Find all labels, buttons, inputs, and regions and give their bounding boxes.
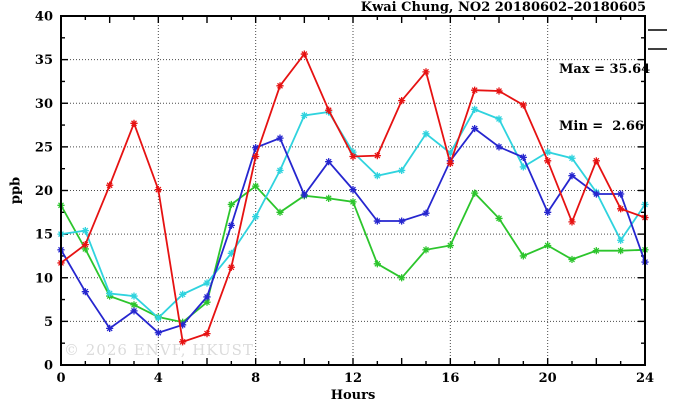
y-tick-label: 0	[44, 359, 53, 374]
y-tick-label: 10	[35, 271, 53, 286]
legend-max-entry: Max = 35.64	[559, 62, 651, 77]
plot-border	[60, 15, 646, 366]
legend: Max = 35.64 Min = 2.66	[559, 22, 650, 174]
y-tick-label: 15	[35, 228, 53, 243]
x-tick-label: 12	[344, 371, 362, 386]
series-red	[57, 50, 649, 346]
y-tick-label: 30	[35, 97, 53, 112]
tick-labels: 0 4 8 12 16 20 24 0 5 10 15 20 25 30 35 40	[35, 10, 654, 387]
legend-key-samples	[648, 29, 667, 50]
x-tick-label: 0	[56, 371, 65, 386]
watermark: © 2026 ENVF, HKUST	[64, 341, 254, 359]
legend-min-entry: Min = 2.66	[559, 119, 644, 134]
y-tick-label: 5	[44, 315, 53, 330]
x-tick-label: 24	[636, 371, 654, 386]
x-axis-label: Hours	[330, 388, 376, 403]
y-tick-label: 40	[35, 10, 53, 25]
y-tick-label: 35	[35, 53, 53, 68]
chart-title: Kwai Chung, NO2 20180602–20180605	[360, 0, 646, 15]
x-tick-label: 4	[154, 371, 163, 386]
x-tick-label: 20	[539, 371, 557, 386]
x-tick-label: 16	[441, 371, 459, 386]
x-tick-label: 8	[251, 371, 260, 386]
y-tick-label: 25	[35, 140, 53, 155]
y-tick-label: 20	[35, 184, 53, 199]
